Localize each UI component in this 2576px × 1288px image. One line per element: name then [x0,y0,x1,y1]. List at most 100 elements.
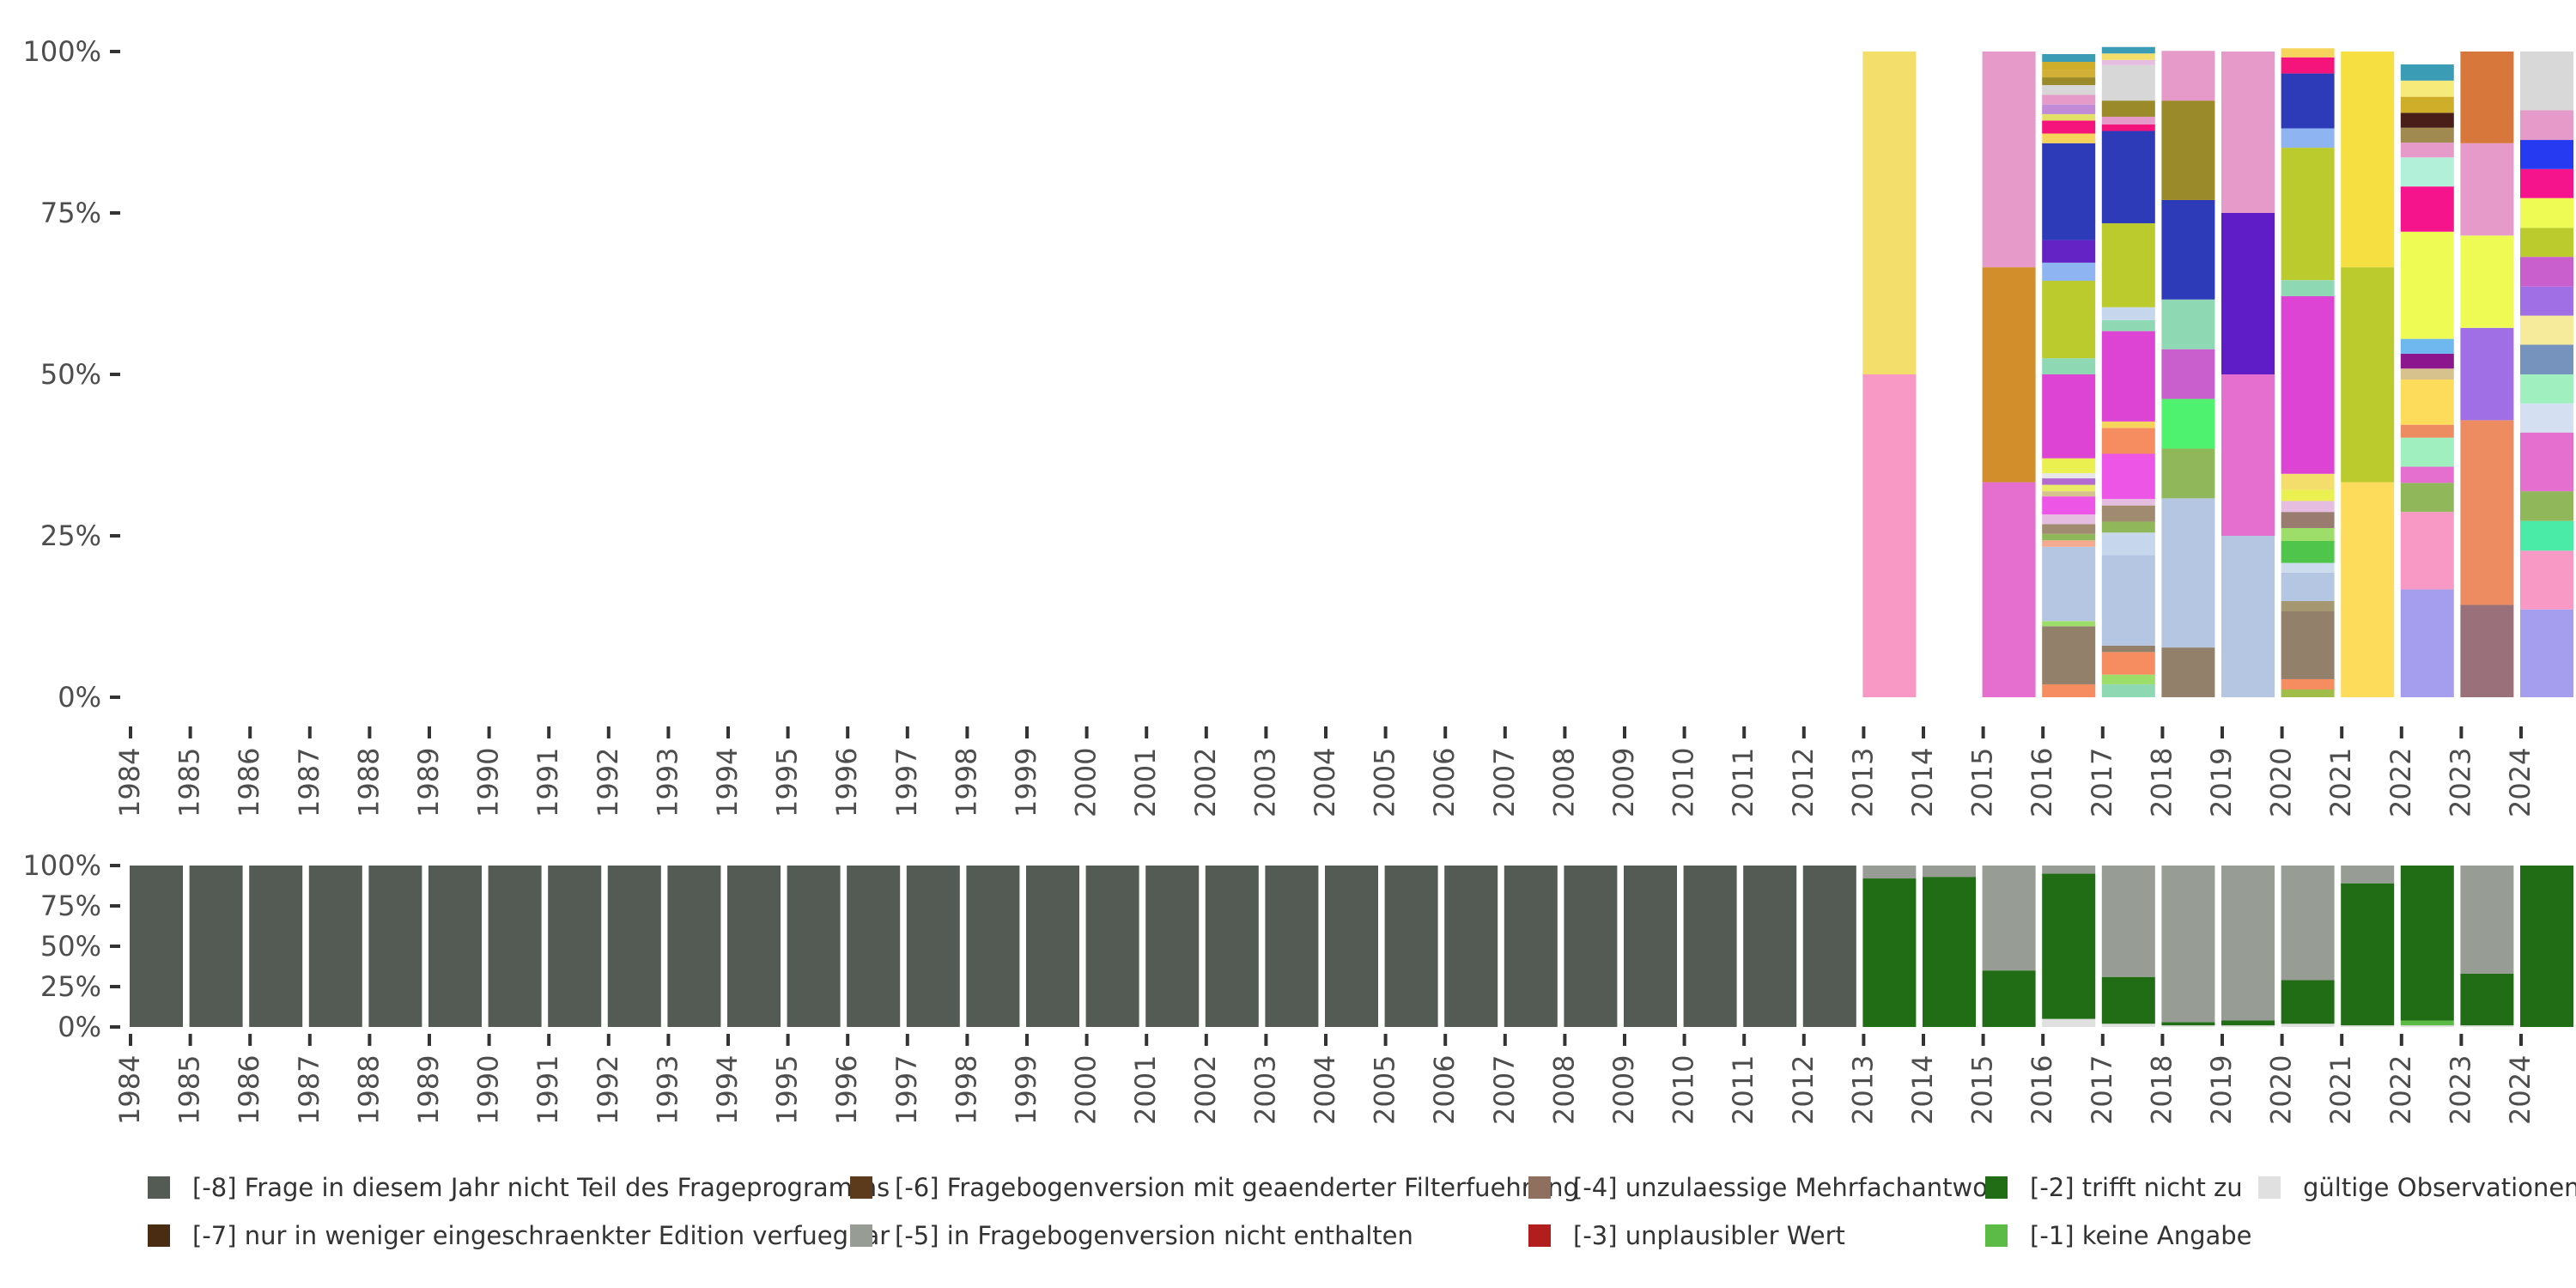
bar-segment-bottom-2014-1 [1923,866,1976,878]
bar-segment-bottom-1988-0 [368,866,422,1027]
x-tick-label-top-1993: 1993 [651,748,683,817]
bar-segment-bottom-2021-1 [2341,883,2395,1026]
x-tick-label-bottom-2003: 2003 [1249,1055,1281,1125]
bar-segment-top-2017-18 [2101,116,2155,125]
legend-key-code-5 [850,1224,872,1247]
bar-segment-top-2020-15 [2281,128,2335,149]
x-tick-label-bottom-1994: 1994 [711,1055,744,1125]
bar-segment-top-2022-0 [2400,589,2454,697]
x-tick-label-bottom-2004: 2004 [1309,1055,1341,1125]
bar-segment-bottom-1986-0 [249,866,303,1027]
bar-segment-top-2024-5 [2520,403,2573,433]
x-tick-label-bottom-1991: 1991 [532,1055,564,1125]
bar-segment-top-2020-10 [2281,489,2335,501]
x-tick-label-top-2013: 2013 [1846,748,1879,817]
bar-segment-top-2017-15 [2101,223,2155,307]
bar-segment-top-2018-7 [2161,100,2215,200]
legend-label-valid-observations: gültige Observationen [2303,1173,2576,1202]
bar-segment-top-2016-24 [2042,94,2096,105]
bar-segment-top-2016-25 [2042,85,2096,95]
x-tick-label-bottom-2005: 2005 [1369,1055,1401,1125]
x-tick-label-top-2006: 2006 [1428,748,1461,817]
bar-segment-top-2020-2 [2281,611,2335,679]
bar-segment-top-2016-12 [2042,473,2096,479]
bar-segment-top-2015-2 [1982,52,2036,268]
bar-segment-top-2017-10 [2101,428,2155,454]
bar-segment-top-2019-1 [2221,374,2275,536]
bar-segment-bottom-2015-1 [1982,866,2036,971]
bar-segment-top-2017-23 [2101,46,2155,54]
bar-segment-top-2020-5 [2281,562,2335,573]
x-tick-label-bottom-2006: 2006 [1428,1055,1461,1125]
bar-segment-top-2024-12 [2520,197,2573,228]
bar-segment-top-2013-1 [1862,52,1917,374]
legend-item-code-8: [-8] Frage in diesem Jahr nicht Teil des… [148,1173,890,1202]
bar-segment-bottom-2020-2 [2281,866,2335,981]
x-tick-label-bottom-1997: 1997 [890,1055,923,1125]
bar-segment-top-2016-6 [2042,524,2096,534]
legend-key-code-2 [1985,1176,2008,1199]
x-tick-label-top-2019: 2019 [2205,748,2238,817]
bar-segment-top-2019-0 [2221,536,2275,697]
legend-item-code-7: [-7] nur in weniger eingeschraenkter Edi… [148,1221,890,1250]
bar-segment-top-2017-17 [2101,124,2155,131]
bar-segment-top-2016-16 [2042,280,2096,359]
bar-segment-top-2017-14 [2101,307,2155,320]
x-tick-label-bottom-2013: 2013 [1846,1055,1879,1125]
bar-segment-top-2017-0 [2101,683,2155,697]
x-tick-label-top-2015: 2015 [1966,748,1999,817]
bar-segment-top-2024-1 [2520,550,2573,610]
bar-segment-bottom-2002-0 [1205,866,1259,1027]
bar-segment-bottom-2007-0 [1504,866,1558,1027]
bar-segment-top-2022-17 [2400,80,2454,97]
y-tick-label-bottom-3: 75% [40,890,101,922]
bar-segment-top-2023-5 [2460,52,2514,143]
bar-segment-top-2024-2 [2520,520,2573,551]
x-tick-label-bottom-2019: 2019 [2205,1055,2238,1125]
x-tick-label-top-2010: 2010 [1668,748,1700,817]
x-tick-label-top-2009: 2009 [1607,748,1640,817]
bar-segment-top-2016-5 [2042,533,2096,541]
x-tick-label-bottom-2014: 2014 [1906,1055,1939,1125]
bar-segment-bottom-2012-0 [1802,866,1856,1027]
bar-segment-top-2017-7 [2101,505,2155,522]
bar-segment-top-2020-14 [2281,148,2335,281]
legend-item-code-5: [-5] in Fragebogenversion nicht enthalte… [850,1221,1413,1250]
bar-segment-bottom-2019-1 [2221,1020,2275,1026]
bar-segment-top-2018-8 [2161,51,2215,101]
bar-segment-bottom-2024-0 [2520,866,2573,1027]
x-tick-label-top-2001: 2001 [1129,748,1162,817]
bar-segment-top-2016-28 [2042,62,2096,70]
bar-segment-top-2020-18 [2281,48,2335,58]
bar-segment-top-2018-4 [2161,349,2215,399]
x-tick-label-top-2003: 2003 [1249,748,1281,817]
y-tick-label-bottom-2: 50% [40,930,101,963]
bar-segment-top-2017-3 [2101,645,2155,653]
y-tick-label-top-1: 25% [40,519,101,552]
legend-label-code-2: [-2] trifft nicht zu [2030,1173,2243,1202]
bar-segment-bottom-2017-1 [2101,976,2155,1024]
bar-segment-bottom-2014-0 [1923,877,1976,1027]
x-tick-label-top-2022: 2022 [2385,748,2417,817]
legend-key-code-6 [850,1176,872,1199]
bar-segment-bottom-2006-0 [1444,866,1498,1027]
bar-segment-top-2023-3 [2460,235,2514,328]
bar-segment-top-2017-2 [2101,652,2155,675]
legend-label-code-1: [-1] keine Angabe [2030,1221,2252,1250]
bar-segment-top-2022-16 [2400,96,2454,113]
bar-segment-top-2022-11 [2400,186,2454,232]
legend-key-code-4 [1528,1176,1551,1199]
bar-segment-top-2018-6 [2161,199,2215,300]
x-tick-label-bottom-2001: 2001 [1129,1055,1162,1125]
x-tick-label-bottom-1988: 1988 [352,1055,385,1125]
bar-segment-top-2024-7 [2520,344,2573,374]
bar-segment-top-2016-9 [2042,491,2096,497]
bar-segment-top-2017-11 [2101,421,2155,428]
bar-segment-top-2023-0 [2460,605,2514,697]
x-tick-label-top-1984: 1984 [113,748,146,817]
bar-segment-bottom-2017-0 [2101,1024,2155,1027]
bar-segment-top-2022-5 [2400,424,2454,438]
bar-segment-bottom-2015-0 [1982,970,2036,1027]
legend-label-code-6: [-6] Fragebogenversion mit geaenderter F… [895,1173,1579,1202]
x-tick-label-top-1996: 1996 [830,748,863,817]
